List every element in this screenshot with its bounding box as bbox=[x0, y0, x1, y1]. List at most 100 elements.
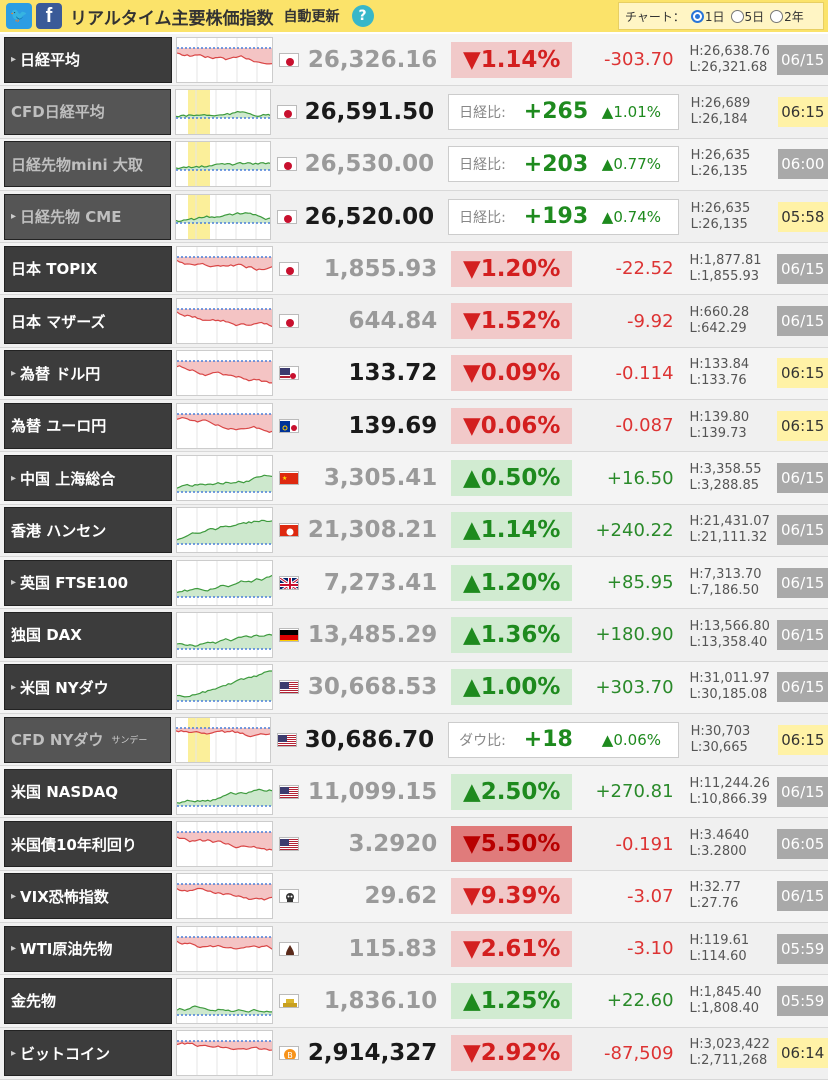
comparison-percent: ▲0.06% bbox=[601, 730, 661, 749]
change-value: -87,509 bbox=[604, 1042, 674, 1064]
mini-chart[interactable] bbox=[175, 402, 274, 449]
low-value: L:7,186.50 bbox=[689, 582, 760, 598]
mini-chart[interactable] bbox=[174, 88, 272, 135]
index-name-button[interactable]: 日本 TOPIX bbox=[4, 245, 172, 292]
high-low: H:30,703 L:30,665 bbox=[679, 724, 776, 756]
index-name-button[interactable]: ビットコイン bbox=[4, 1030, 172, 1077]
mini-chart[interactable] bbox=[175, 455, 274, 502]
radio-5day-label[interactable]: 5日 bbox=[744, 9, 765, 24]
low-value: L:13,358.40 bbox=[689, 634, 768, 650]
high-low: H:133.84 L:133.76 bbox=[678, 357, 776, 389]
twitter-icon[interactable]: 🐦 bbox=[6, 3, 32, 29]
mini-chart[interactable] bbox=[174, 141, 272, 188]
index-row[interactable]: 英国 FTSE1007,273.41▲1.20%+85.95H:7,313.70… bbox=[0, 556, 828, 610]
index-row[interactable]: 米国 NYダウ30,668.53▲1.00%+303.70H:31,011.97… bbox=[0, 661, 828, 714]
low-value: L:133.76 bbox=[689, 373, 747, 389]
radio-5day[interactable] bbox=[730, 9, 744, 23]
radio-1day-label[interactable]: 1日 bbox=[704, 9, 725, 24]
change-value: -3.07 bbox=[626, 885, 674, 907]
index-name-button[interactable]: 金先物 bbox=[4, 977, 172, 1024]
index-name-button[interactable]: 中国 上海総合 bbox=[4, 455, 172, 502]
index-name-button[interactable]: 日本 マザーズ bbox=[4, 298, 172, 345]
index-name-button[interactable]: 独国 DAX bbox=[4, 611, 172, 658]
index-name-button[interactable]: 為替 ドル円 bbox=[4, 350, 172, 397]
index-row[interactable]: 日経先物 CME 26,520.00 日経比: +193 ▲0.74% H:26,635L… bbox=[0, 190, 828, 244]
index-row[interactable]: 金先物 1,836.10 ▲1.25% +22.60 H:1,845.40 L:1,808… bbox=[0, 975, 828, 1028]
index-row[interactable]: 独国 DAX 13,485.29 ▲1.36% +180.90 H:13,566.80 L… bbox=[0, 609, 828, 662]
index-row[interactable]: CFD日経平均 26,591.50 日経比: +265 ▲1.01% H:26,689 L:… bbox=[0, 86, 828, 139]
mini-chart[interactable] bbox=[175, 245, 274, 292]
index-name-button[interactable]: WTI原油先物 bbox=[4, 925, 172, 972]
comparison-percent: ▲0.77% bbox=[601, 155, 661, 174]
help-icon[interactable]: ? bbox=[351, 5, 374, 27]
index-name-button[interactable]: VIX恐怖指数 bbox=[4, 873, 172, 920]
index-row[interactable]: 日経平均26,326.16▼1.14%-303.70H:26,638.76L:2… bbox=[0, 34, 828, 87]
mini-chart[interactable] bbox=[175, 559, 274, 606]
facebook-icon[interactable]: f bbox=[36, 3, 62, 29]
index-row[interactable]: 為替 ユーロ円 139.69 ▼0.06% -0.087 H:139.80 L:139.7… bbox=[0, 400, 828, 453]
index-row[interactable]: CFD NYダウ サンデー 30,686.70 ダウ比: +18 ▲0.06% H:30,7… bbox=[0, 713, 828, 767]
index-name-button[interactable]: 為替 ユーロ円 bbox=[4, 402, 172, 449]
mini-chart[interactable] bbox=[175, 768, 274, 815]
mini-chart[interactable] bbox=[175, 36, 274, 83]
mini-chart[interactable] bbox=[175, 298, 274, 345]
radio-2year-label[interactable]: 2年 bbox=[784, 9, 804, 24]
low-value: L:642.29 bbox=[689, 321, 747, 337]
mini-chart[interactable] bbox=[175, 821, 274, 868]
mini-chart[interactable] bbox=[175, 507, 274, 554]
high-value: H:139.80 bbox=[689, 409, 750, 425]
mini-chart[interactable] bbox=[175, 350, 274, 397]
comparison-box: ダウ比: +18 ▲0.06% bbox=[448, 721, 679, 758]
update-time: 06/15 bbox=[777, 463, 828, 494]
index-row[interactable]: 米国 NASDAQ 11,099.15 ▲2.50% +270.81 H:11,244.… bbox=[0, 766, 828, 819]
mini-chart[interactable] bbox=[175, 664, 274, 711]
radio-1day[interactable] bbox=[690, 9, 704, 23]
index-row[interactable]: 日本 マザーズ 644.84 ▼1.52% -9.92 H:660.28 L:642.29… bbox=[0, 295, 828, 348]
index-name-button[interactable]: 米国 NYダウ bbox=[4, 664, 172, 711]
index-name-button[interactable]: 英国 FTSE100 bbox=[4, 559, 172, 606]
index-name-button[interactable]: 日経平均 bbox=[4, 36, 172, 83]
radio-2year[interactable] bbox=[770, 9, 784, 23]
low-value: L:27.76 bbox=[689, 896, 739, 912]
mini-chart[interactable] bbox=[175, 611, 274, 658]
low-value: L:26,184 bbox=[690, 111, 748, 127]
index-row[interactable]: 米国債10年利回り 3.2920 ▼5.50% -0.191 H:3.4640 L:3.2… bbox=[0, 818, 828, 871]
mini-chart[interactable] bbox=[175, 873, 274, 920]
high-low: H:32.77 L:27.76 bbox=[678, 880, 776, 912]
mini-chart[interactable] bbox=[175, 925, 274, 972]
index-name-button[interactable]: CFD日経平均 bbox=[4, 88, 171, 135]
mini-chart[interactable] bbox=[175, 977, 274, 1024]
eujp-flag-icon bbox=[279, 418, 299, 433]
high-low: H:119.61 L:114.60 bbox=[678, 933, 776, 965]
mini-chart[interactable] bbox=[174, 193, 272, 240]
hk-flag-icon bbox=[279, 523, 299, 538]
high-value: H:1,877.81 bbox=[689, 252, 762, 268]
index-row[interactable]: 香港 ハンセン 21,308.21 ▲1.14% +240.22 H:21,431.07… bbox=[0, 504, 828, 557]
high-value: H:26,635 bbox=[690, 200, 751, 216]
index-row[interactable]: 日本 TOPIX 1,855.93 ▼1.20% -22.52 H:1,877.81 L:… bbox=[0, 243, 828, 296]
change-percent: ▲2.50% bbox=[451, 773, 573, 810]
btc-flag-icon: B bbox=[279, 1046, 299, 1061]
index-row[interactable]: 日経先物mini 大取 26,530.00 日経比: +203 ▲0.77% H:26,6… bbox=[0, 138, 828, 191]
index-row[interactable]: VIX恐怖指数29.62▼9.39%-3.07H:32.77L:27.7606/… bbox=[0, 870, 828, 924]
index-name-button[interactable]: 米国 NASDAQ bbox=[4, 768, 172, 815]
mini-chart[interactable] bbox=[175, 1030, 274, 1077]
index-row[interactable]: 為替 ドル円133.72▼0.09%-0.114H:133.84L:133.76… bbox=[0, 347, 828, 401]
index-name-button[interactable]: 香港 ハンセン bbox=[4, 507, 172, 554]
index-name: 為替 ドル円 bbox=[20, 364, 101, 383]
index-row[interactable]: 中国 上海総合★3,305.41▲0.50%+16.50H:3,358.55L:… bbox=[0, 452, 828, 505]
svg-text:★: ★ bbox=[282, 475, 287, 482]
index-name: 米国 NASDAQ bbox=[11, 783, 118, 802]
index-row[interactable]: ビットコインB2,914,327▼2.92%-87,509H:3,023,422… bbox=[0, 1027, 828, 1080]
index-subtitle: サンデー bbox=[111, 736, 148, 746]
high-low: H:26,635 L:26,135 bbox=[679, 148, 776, 180]
index-name-button[interactable]: 日経先物 CME bbox=[4, 193, 171, 240]
change-percent: ▲1.14% bbox=[451, 512, 573, 549]
index-row[interactable]: WTI原油先物115.83▼2.61%-3.10H:119.61L:114.60… bbox=[0, 923, 828, 976]
auto-update-label[interactable]: 自動更新 bbox=[283, 9, 340, 25]
mini-chart[interactable] bbox=[174, 716, 272, 763]
index-name-button[interactable]: CFD NYダウ サンデー bbox=[4, 716, 171, 763]
index-name-button[interactable]: 米国債10年利回り bbox=[4, 821, 172, 868]
index-name-button[interactable]: 日経先物mini 大取 bbox=[4, 141, 171, 188]
low-value: L:26,135 bbox=[690, 216, 748, 232]
